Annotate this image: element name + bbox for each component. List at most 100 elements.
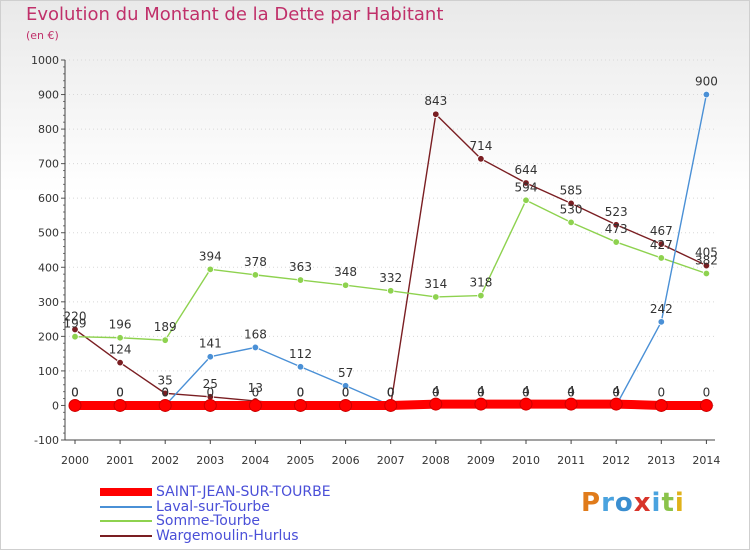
y-tick-label: -100 bbox=[34, 434, 59, 447]
series-somme-point bbox=[206, 265, 214, 274]
series-saint-jean-data-label: 0 bbox=[71, 385, 79, 399]
x-tick-label: 2006 bbox=[332, 454, 360, 467]
series-wargemoulin-data-label: 35 bbox=[158, 373, 173, 387]
series-saint-jean-data-label: 0 bbox=[297, 385, 305, 399]
series-wargemoulin-line bbox=[74, 113, 708, 407]
x-tick-label: 2007 bbox=[377, 454, 405, 467]
series-laval-data-label: 0 bbox=[387, 385, 395, 399]
x-tick-label: 2010 bbox=[512, 454, 540, 467]
series-wargemoulin-point bbox=[477, 155, 485, 163]
series-somme-point bbox=[657, 254, 665, 262]
series-wargemoulin-data-label: 523 bbox=[605, 205, 628, 219]
y-tick-label: 100 bbox=[38, 365, 59, 378]
series-wargemoulin-data-label: 585 bbox=[560, 183, 583, 197]
series-wargemoulin-point bbox=[432, 110, 440, 118]
logo-letter: P bbox=[581, 488, 602, 518]
series-saint-jean-data-label: 4 bbox=[477, 384, 485, 398]
series-saint-jean-data-label: 0 bbox=[387, 385, 395, 399]
x-tick-label: 2009 bbox=[467, 454, 495, 467]
series-laval-point bbox=[657, 318, 665, 326]
series-somme-point bbox=[612, 238, 620, 246]
series-wargemoulin-data-label: 0 bbox=[387, 385, 395, 399]
chart-title: Evolution du Montant de la Dette par Hab… bbox=[26, 4, 444, 25]
series-saint-jean-point bbox=[699, 398, 713, 412]
series-wargemoulin-data-label: 124 bbox=[109, 343, 132, 357]
series-wargemoulin-point bbox=[522, 179, 530, 187]
series-saint-jean-point bbox=[158, 398, 172, 412]
series-laval-data-label: 168 bbox=[244, 327, 267, 341]
series-wargemoulin-point bbox=[116, 358, 124, 367]
legend-swatch bbox=[100, 488, 152, 496]
legend-label: Wargemoulin-Hurlus bbox=[156, 527, 299, 544]
series-saint-jean-data-label: 0 bbox=[206, 385, 214, 399]
x-tick-label: 2005 bbox=[287, 454, 315, 467]
logo-letter: r bbox=[601, 488, 615, 518]
y-tick-label: 400 bbox=[38, 261, 59, 274]
series-somme-data-label: 394 bbox=[199, 249, 222, 263]
series-saint-jean-data-label: 4 bbox=[432, 384, 440, 398]
chart-subtitle: (en €) bbox=[26, 29, 59, 42]
series-somme-point bbox=[71, 333, 79, 341]
series-saint-jean-point bbox=[654, 398, 668, 412]
series-somme-data-label: 318 bbox=[469, 276, 492, 290]
legend-label: Somme-Tourbe bbox=[156, 513, 260, 529]
series-wargemoulin-data-label: 644 bbox=[515, 163, 538, 177]
series-somme-data-label: 189 bbox=[154, 320, 177, 334]
x-tick-label: 2004 bbox=[241, 454, 269, 467]
series-saint-jean-data-label: 0 bbox=[161, 385, 169, 399]
series-saint-jean-data-label: 4 bbox=[522, 384, 530, 398]
series-somme-data-label: 199 bbox=[64, 317, 87, 331]
legend-swatch bbox=[100, 520, 152, 522]
series-laval-point bbox=[251, 343, 260, 352]
y-tick-label: 600 bbox=[38, 192, 59, 205]
x-tick-label: 2014 bbox=[692, 454, 720, 467]
series-somme-data-label: 427 bbox=[650, 238, 673, 252]
series-laval-data-label: 0 bbox=[116, 385, 124, 399]
series-wargemoulin-point bbox=[657, 240, 665, 248]
legend-swatch bbox=[100, 505, 152, 508]
series-somme-data-label: 378 bbox=[244, 255, 267, 269]
logo-letter: i bbox=[651, 488, 662, 518]
series-laval-data-label: 242 bbox=[650, 302, 673, 316]
series-saint-jean-data-label: 0 bbox=[703, 385, 711, 399]
series-saint-jean-point bbox=[294, 398, 307, 412]
series-wargemoulin-data-label: 0 bbox=[297, 385, 305, 399]
series-laval-point bbox=[206, 353, 214, 361]
series-saint-jean-data-label: 0 bbox=[657, 385, 665, 399]
series-somme-data-label: 473 bbox=[605, 222, 628, 236]
series-wargemoulin-point bbox=[702, 261, 711, 270]
series-laval-line bbox=[74, 93, 708, 407]
series-somme-point bbox=[161, 336, 169, 344]
series-laval-data-label: 0 bbox=[161, 385, 169, 399]
series-laval-data-label: 57 bbox=[338, 366, 353, 380]
legend-label: SAINT-JEAN-SUR-TOURBE bbox=[156, 484, 331, 500]
logo-letter: x bbox=[633, 488, 652, 518]
series-somme-point bbox=[567, 218, 575, 227]
series-somme-data-label: 332 bbox=[379, 271, 402, 285]
series-somme-point bbox=[341, 281, 350, 289]
logo-letter: t bbox=[661, 488, 675, 518]
series-somme-point bbox=[116, 334, 124, 342]
series-saint-jean-point bbox=[384, 398, 398, 412]
series-somme-data-label: 382 bbox=[695, 253, 718, 267]
y-tick-label: 800 bbox=[38, 123, 59, 136]
y-tick-label: 500 bbox=[38, 227, 59, 240]
series-saint-jean-point bbox=[203, 398, 217, 412]
series-wargemoulin-data-label: 220 bbox=[64, 309, 87, 323]
series-wargemoulin-data-label: 0 bbox=[342, 385, 350, 399]
series-laval-data-label: 0 bbox=[71, 385, 79, 399]
series-saint-jean-point bbox=[68, 398, 82, 412]
series-wargemoulin-data-label: 13 bbox=[248, 381, 263, 395]
y-tick-label: 700 bbox=[38, 158, 59, 171]
legend-label: Laval-sur-Tourbe bbox=[156, 498, 270, 515]
series-laval-data-label: 112 bbox=[289, 347, 312, 361]
series-somme-point bbox=[251, 271, 260, 279]
series-saint-jean-point bbox=[564, 397, 578, 411]
x-tick-label: 2003 bbox=[196, 454, 224, 467]
logo-letter: i bbox=[674, 488, 685, 518]
series-saint-jean-point bbox=[113, 398, 127, 412]
series-wargemoulin-data-label: 405 bbox=[695, 246, 718, 260]
series-wargemoulin-point bbox=[71, 325, 79, 334]
series-saint-jean-data-label: 4 bbox=[567, 384, 575, 398]
series-wargemoulin-point bbox=[612, 221, 620, 229]
